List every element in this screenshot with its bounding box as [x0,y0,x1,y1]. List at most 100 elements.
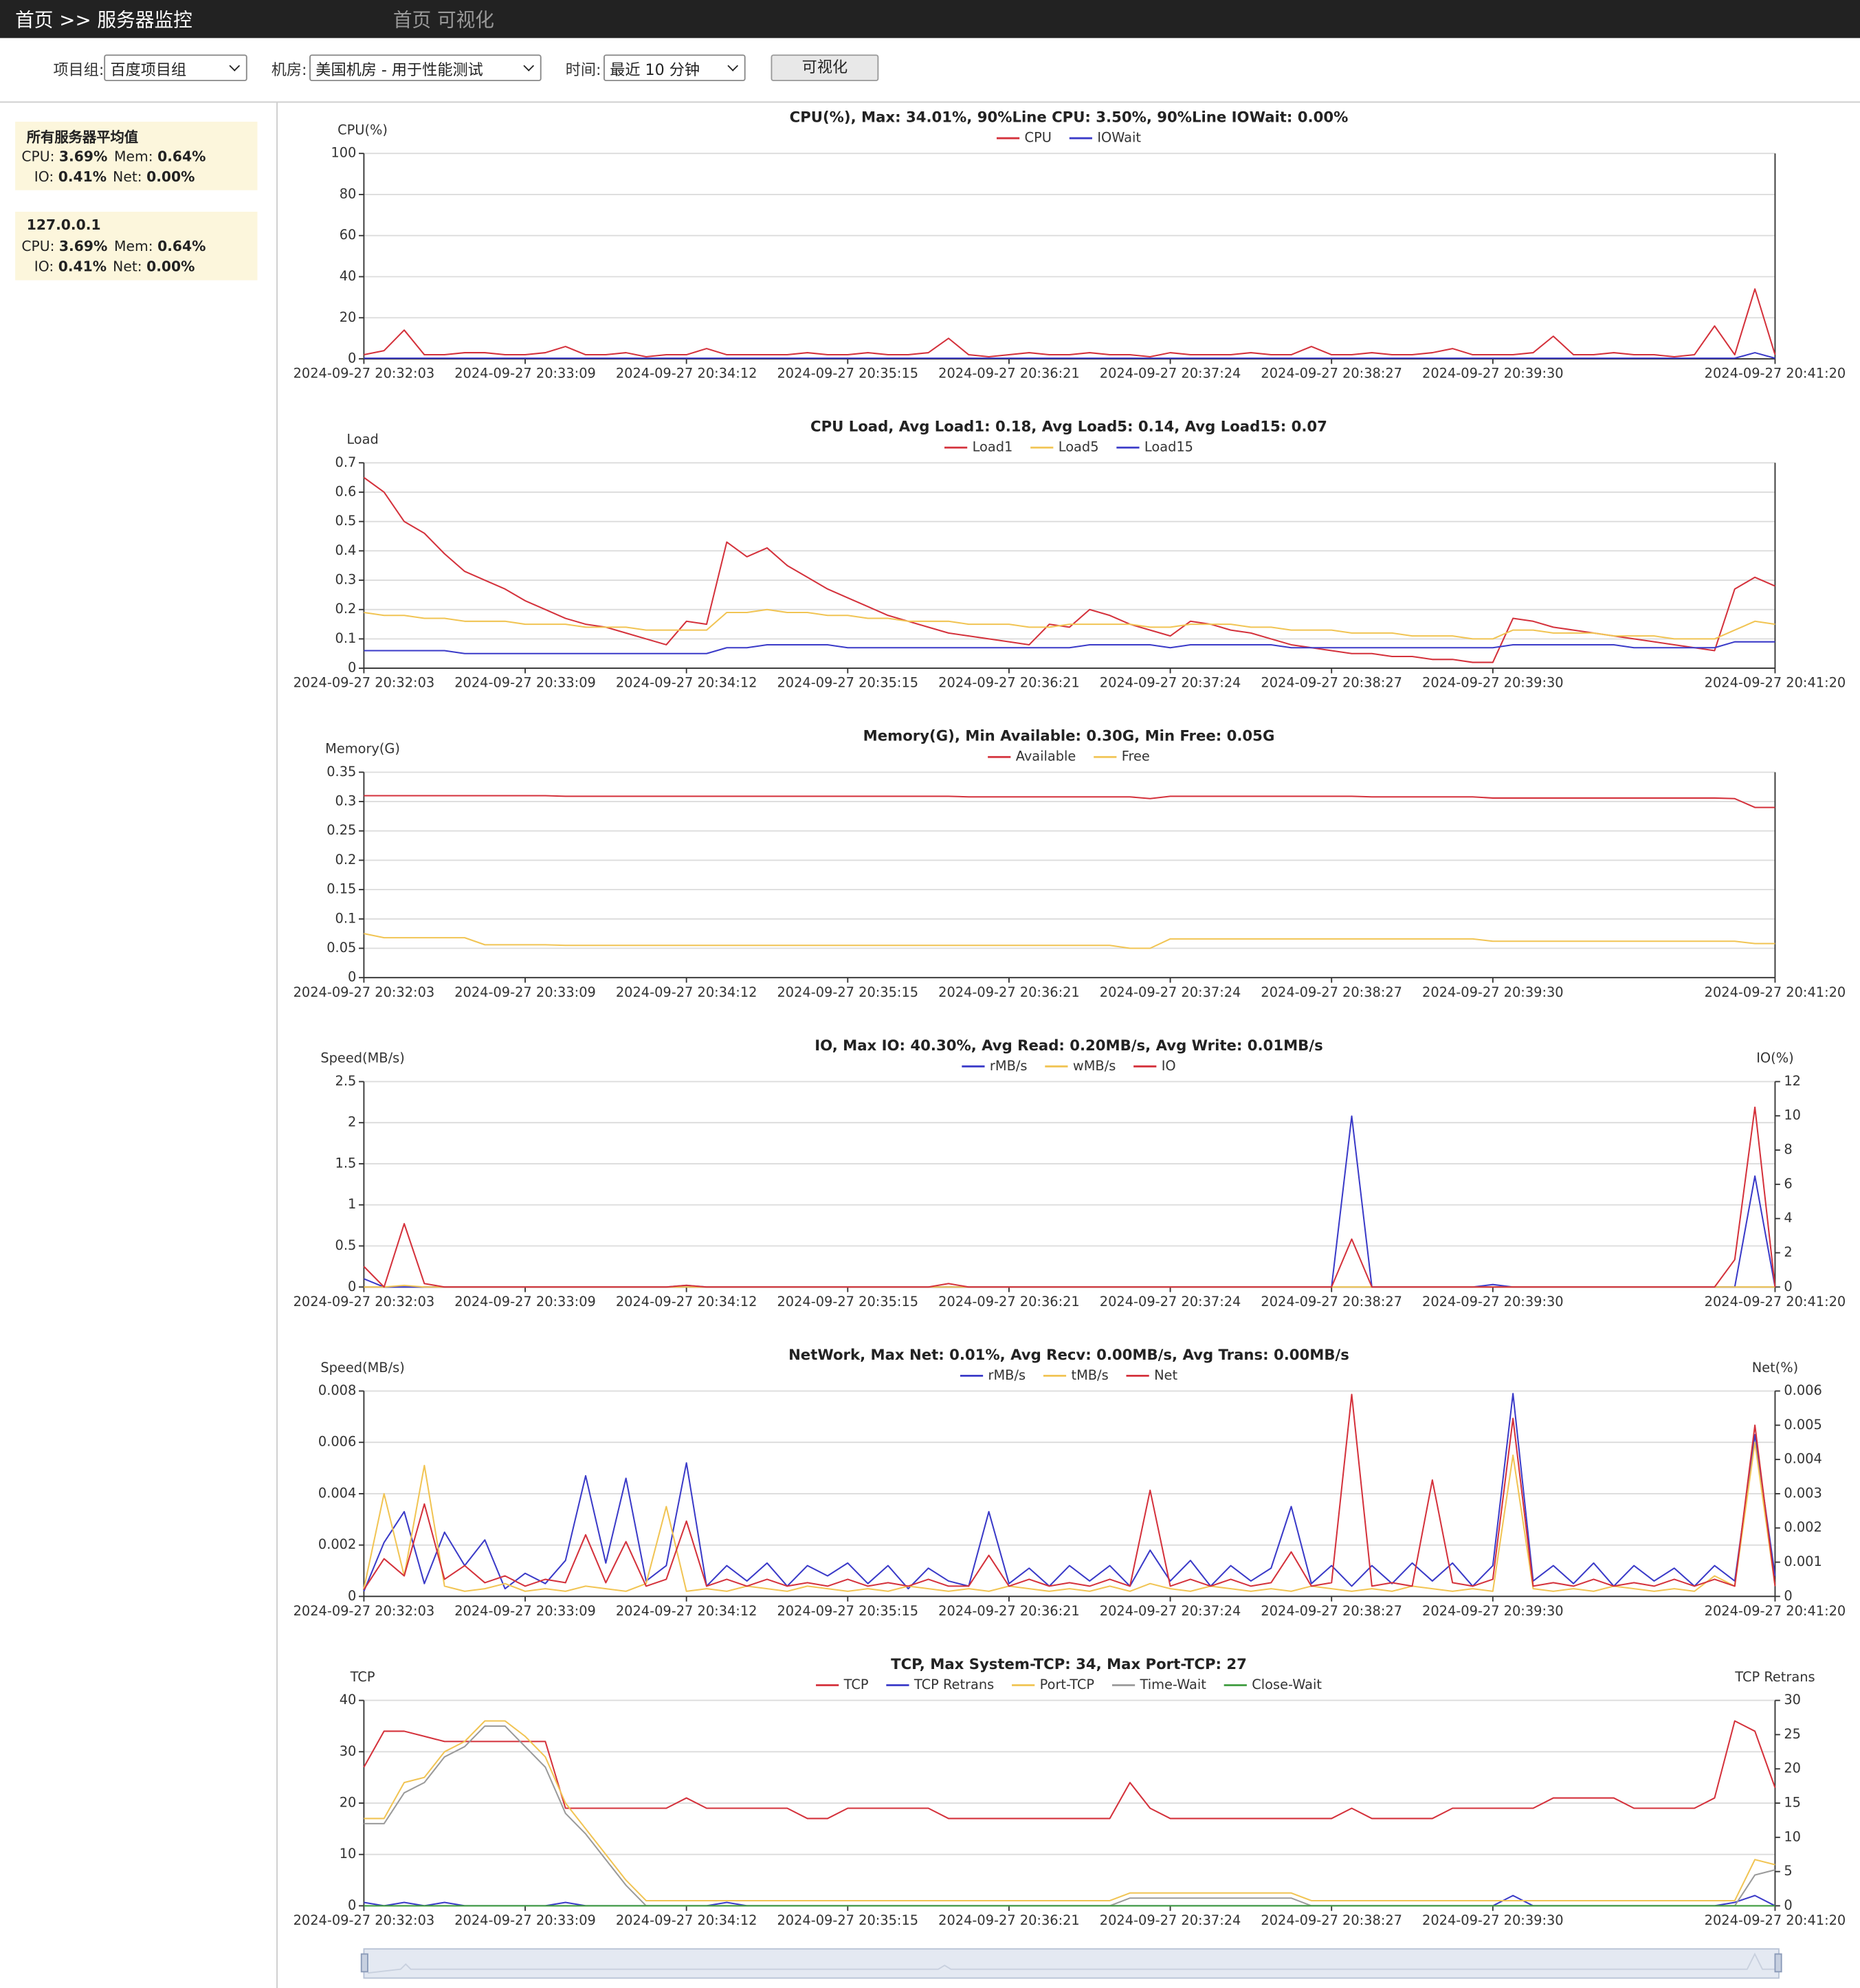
x-tick-label: 2024-09-27 20:41:20 [1705,984,1846,1000]
stat-value: 0.00% [146,168,195,186]
y-tick-label: 0.2 [335,852,357,868]
y-tick-label: 0.4 [335,542,357,558]
y-tick-label: 20 [340,309,357,325]
legend-label: TCP [843,1677,869,1692]
y2-tick-label: 0.002 [1784,1519,1822,1535]
stat-label: IO: [34,258,54,276]
x-tick-label: 2024-09-27 20:34:12 [616,366,757,382]
chart-title: Memory(G), Min Available: 0.30G, Min Fre… [863,728,1275,745]
x-tick-label: 2024-09-27 20:35:15 [777,675,918,691]
x-tick-label: 2024-09-27 20:38:27 [1261,675,1402,691]
select[interactable]: 最近 10 分钟 [604,54,746,82]
y-tick-label: 0.006 [318,1434,356,1450]
x-tick-label: 2024-09-27 20:36:21 [938,1912,1080,1928]
stat-label: Mem: [114,238,153,255]
y2-axis-label: IO(%) [1756,1050,1793,1066]
select[interactable]: 百度项目组 [104,54,247,82]
y2-tick-label: 8 [1784,1142,1792,1158]
legend-label: Net [1154,1367,1177,1383]
legend-label: CPU [1025,130,1052,146]
legend-label: Time-Wait [1140,1677,1207,1692]
x-tick-label: 2024-09-27 20:41:20 [1705,1912,1846,1928]
y-tick-label: 0.3 [335,572,357,588]
x-tick-label: 2024-09-27 20:34:12 [616,1294,757,1310]
legend-label: Load5 [1059,439,1099,455]
x-tick-label: 2024-09-27 20:36:21 [938,675,1080,691]
legend-label: wMB/s [1073,1058,1116,1074]
series-line [363,1393,1776,1590]
stat-value: 0.64% [157,238,206,255]
y-tick-label: 10 [340,1846,357,1862]
y-axis-label: CPU(%) [337,122,388,137]
chart-title: IO, Max IO: 40.30%, Avg Read: 0.20MB/s, … [815,1037,1322,1054]
x-tick-label: 2024-09-27 20:32:03 [294,1912,435,1928]
x-tick-label: 2024-09-27 20:35:15 [777,984,918,1000]
chart: CPU(%), Max: 34.01%, 90%Line CPU: 3.50%,… [294,109,1846,382]
legend-label: Free [1122,749,1150,764]
series-line [363,476,1775,663]
x-tick-label: 2024-09-27 20:37:24 [1100,984,1241,1000]
y-tick-label: 40 [340,268,357,284]
y2-tick-label: 0.005 [1784,1417,1822,1433]
x-tick-label: 2024-09-27 20:33:09 [454,984,596,1000]
x-tick-label: 2024-09-27 20:34:12 [616,1912,757,1928]
series-line [363,1720,1776,1820]
summary-card: 127.0.0.1 CPU: 3.69% Mem: 0.64% IO: 0.41% Ne… [15,212,258,280]
series-line [364,795,1775,808]
y-tick-label: 30 [340,1743,357,1759]
zoom-handle[interactable] [1774,1953,1782,1973]
legend: Available Free [988,749,1150,764]
stat: Mem: 0.64% [114,148,206,165]
legend-label: Load15 [1144,439,1193,455]
series-line [364,352,1775,360]
y2-tick-label: 5 [1784,1863,1792,1879]
zoom-handle[interactable] [360,1953,368,1973]
card-title: 所有服务器平均值 [26,129,139,146]
x-tick-label: 2024-09-27 20:32:03 [294,675,435,691]
y2-axis-label: Net(%) [1752,1360,1798,1376]
y2-axis-label: TCP Retrans [1734,1669,1815,1685]
filter-label: 时间: [565,60,601,79]
y2-tick-label: 30 [1784,1692,1801,1708]
card-title: 127.0.0.1 [26,217,101,234]
y-tick-label: 0 [348,1897,356,1913]
stat-value: 0.41% [58,258,107,276]
y2-tick-label: 2 [1784,1244,1792,1260]
y-tick-label: 0.7 [335,454,357,470]
stat: Mem: 0.64% [114,239,206,255]
x-tick-label: 2024-09-27 20:35:15 [777,1912,918,1928]
x-tick-label: 2024-09-27 20:41:20 [1705,366,1846,382]
x-tick-label: 2024-09-27 20:41:20 [1705,1603,1846,1619]
series-line [364,1720,1775,1901]
stat-value: 3.69% [58,148,108,165]
divider [0,101,1860,103]
x-tick-label: 2024-09-27 20:37:24 [1100,1294,1241,1310]
series-line [364,1115,1776,1288]
chart-title: CPU Load, Avg Load1: 0.18, Avg Load5: 0.… [810,419,1327,436]
legend-label: rMB/s [990,1058,1028,1074]
zoom-slider[interactable] [363,1948,1780,1979]
legend: CPU IOWait [996,130,1141,146]
x-tick-label: 2024-09-27 20:34:12 [616,675,757,691]
x-tick-label: 2024-09-27 20:35:15 [777,1603,918,1619]
x-tick-label: 2024-09-27 20:35:15 [777,1294,918,1310]
y-axis-label: Speed(MB/s) [320,1050,404,1066]
y-tick-label: 1.5 [335,1155,357,1171]
y-tick-label: 40 [340,1692,357,1708]
chart: Memory(G), Min Available: 0.30G, Min Fre… [294,728,1846,1000]
select[interactable]: 美国机房 - 用于性能测试 [309,54,542,82]
filter-label: 项目组: [53,60,104,79]
visualize-button[interactable]: 可视化 [771,54,879,82]
x-tick-label: 2024-09-27 20:36:21 [938,984,1080,1000]
nav-link[interactable]: 首页 可视化 [392,8,494,32]
x-tick-label: 2024-09-27 20:41:20 [1705,1294,1846,1310]
y-tick-label: 0.5 [335,513,357,529]
y-tick-label: 20 [340,1795,357,1811]
legend: rMB/s tMB/s Net [960,1367,1177,1383]
chart: NetWork, Max Net: 0.01%, Avg Recv: 0.00M… [294,1347,1846,1619]
y-tick-label: 0.2 [335,601,357,617]
stat: CPU: 3.69% [21,239,107,255]
legend-label: tMB/s [1071,1367,1108,1383]
breadcrumb[interactable]: 首页 >> 服务器监控 [15,8,192,32]
